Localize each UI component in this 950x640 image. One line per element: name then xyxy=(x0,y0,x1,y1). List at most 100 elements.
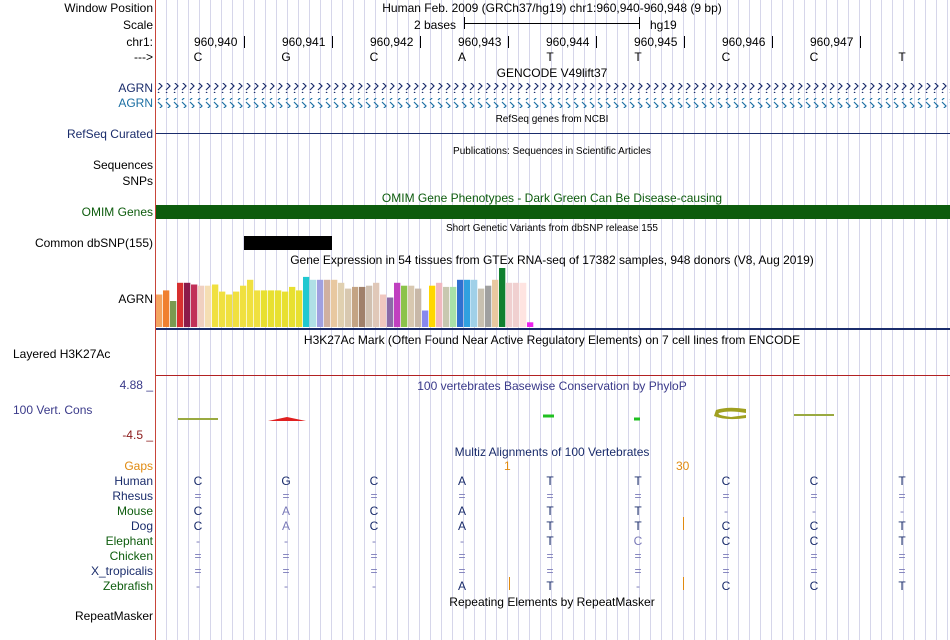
gtex-tissue-bar[interactable] xyxy=(184,282,191,328)
gtex-tissue-bar[interactable] xyxy=(261,290,268,327)
gtex-tissue-bar[interactable] xyxy=(268,290,275,327)
gtex-tissue-bar[interactable] xyxy=(506,282,513,328)
gtex-tissue-bar[interactable] xyxy=(415,288,422,327)
alignment-base: A xyxy=(457,579,466,593)
alignment-base: C xyxy=(721,534,731,548)
refseq-track-label[interactable]: RefSeq Curated xyxy=(66,127,153,141)
gtex-tissue-bar[interactable] xyxy=(492,279,499,327)
gtex-tissue-bar[interactable] xyxy=(282,291,289,327)
phylop-track-label[interactable]: 100 Vert. Cons xyxy=(13,403,93,417)
grid-line xyxy=(595,0,596,640)
gtex-tissue-bar[interactable] xyxy=(464,279,471,327)
gtex-expression-chart[interactable] xyxy=(156,268,536,328)
grid-line xyxy=(947,0,948,640)
dbsnp-variant[interactable] xyxy=(244,236,332,250)
gtex-tissue-bar[interactable] xyxy=(366,285,373,327)
h3k27ac-track-label[interactable]: Layered H3K27Ac xyxy=(13,347,111,361)
alignment-base: = xyxy=(458,564,466,578)
gtex-tissue-bar[interactable] xyxy=(485,285,492,327)
gtex-tissue-bar[interactable] xyxy=(275,290,282,327)
gtex-tissue-bar[interactable] xyxy=(240,285,247,327)
phylop-glyphs[interactable] xyxy=(156,400,950,430)
species-label-mouse: Mouse xyxy=(116,504,153,518)
alignment-base: - xyxy=(284,579,288,593)
gtex-tissue-bar[interactable] xyxy=(289,286,296,327)
species-label-rhesus: Rhesus xyxy=(112,489,153,503)
grid-line xyxy=(903,0,904,640)
scale-text: 2 bases xyxy=(414,18,457,32)
gtex-tissue-bar[interactable] xyxy=(380,294,387,328)
gtex-tissue-bar[interactable] xyxy=(520,282,527,328)
gtex-tissue-bar[interactable] xyxy=(310,279,317,327)
agrn-transcript-1[interactable] xyxy=(156,83,950,93)
gtex-tissue-bar[interactable] xyxy=(527,322,534,327)
gtex-tissue-bar[interactable] xyxy=(499,268,506,327)
ruler-label: 960,944 xyxy=(546,35,590,49)
grid-line xyxy=(650,0,651,640)
strand-label: ---> xyxy=(134,50,153,64)
gtex-tissue-bar[interactable] xyxy=(233,291,240,327)
refseq-track-title: RefSeq genes from NCBI xyxy=(495,114,609,125)
gtex-tissue-bar[interactable] xyxy=(352,286,359,327)
gtex-tissue-bar[interactable] xyxy=(429,285,436,327)
gtex-tissue-bar[interactable] xyxy=(345,288,352,327)
gtex-tissue-bar[interactable] xyxy=(331,279,338,327)
refseq-gene-line[interactable] xyxy=(156,133,950,134)
omim-gene-bar[interactable] xyxy=(156,205,950,219)
gtex-tissue-bar[interactable] xyxy=(205,285,212,327)
gtex-tissue-bar[interactable] xyxy=(471,279,478,327)
agrn-track-label-1[interactable]: AGRN xyxy=(118,81,153,95)
gtex-tissue-bar[interactable] xyxy=(303,276,310,327)
gtex-tissue-bar[interactable] xyxy=(170,301,177,327)
zebrafish-gap-marker-1 xyxy=(509,577,510,590)
gtex-tissue-bar[interactable] xyxy=(317,279,324,327)
gtex-tissue-bar[interactable] xyxy=(387,297,394,328)
gap-count-1: 1 xyxy=(504,459,511,473)
repeatmasker-track-label[interactable]: RepeatMasker xyxy=(74,609,153,623)
grid-line xyxy=(529,0,530,640)
gtex-tissue-bar[interactable] xyxy=(359,286,366,327)
agrn-transcript-2[interactable] xyxy=(156,98,950,108)
gtex-tissue-bar[interactable] xyxy=(219,291,226,327)
omim-track-label[interactable]: OMIM Genes xyxy=(81,205,153,219)
gtex-tissue-bar[interactable] xyxy=(408,285,415,327)
repeatmasker-track-title: Repeating Elements by RepeatMasker xyxy=(449,595,655,609)
gtex-tissue-bar[interactable] xyxy=(422,310,429,328)
gtex-tissue-bar[interactable] xyxy=(324,279,331,327)
gtex-tissue-bar[interactable] xyxy=(401,285,408,327)
gtex-tissue-bar[interactable] xyxy=(450,286,457,327)
gtex-tissue-bar[interactable] xyxy=(198,285,205,327)
gtex-tissue-bar[interactable] xyxy=(191,284,198,328)
gtex-tissue-bar[interactable] xyxy=(436,282,443,328)
alignment-base: = xyxy=(722,564,730,578)
gtex-track-label[interactable]: AGRN xyxy=(118,292,153,306)
gtex-tissue-bar[interactable] xyxy=(338,282,345,328)
gencode-transcripts[interactable] xyxy=(156,81,950,111)
gtex-tissue-bar[interactable] xyxy=(443,286,450,327)
gtex-tissue-bar[interactable] xyxy=(478,288,485,327)
grid-line xyxy=(606,0,607,640)
gtex-tissue-bar[interactable] xyxy=(226,294,233,328)
gtex-tissue-bar[interactable] xyxy=(163,290,170,327)
gtex-tissue-bar[interactable] xyxy=(177,282,184,328)
gtex-tissue-bar[interactable] xyxy=(296,290,303,327)
gtex-tissue-bar[interactable] xyxy=(394,282,401,328)
agrn-track-label-2[interactable]: AGRN xyxy=(118,96,153,110)
scale-label: Scale xyxy=(122,18,153,32)
alignment-base: C xyxy=(369,519,379,533)
gtex-tissue-bar[interactable] xyxy=(212,284,219,328)
sequences-track-label[interactable]: Sequences xyxy=(92,158,153,172)
gtex-tissue-bar[interactable] xyxy=(457,279,464,327)
dbsnp-track-label[interactable]: Common dbSNP(155) xyxy=(34,236,153,250)
gtex-tissue-bar[interactable] xyxy=(513,282,520,328)
gtex-tissue-bar[interactable] xyxy=(373,282,380,328)
ruler-label: 960,943 xyxy=(458,35,502,49)
gtex-tissue-bar[interactable] xyxy=(156,294,163,328)
sequence-base: C xyxy=(809,50,819,64)
ruler-tick xyxy=(508,36,509,48)
gtex-tissue-bar[interactable] xyxy=(247,279,254,327)
snps-track-label[interactable]: SNPs xyxy=(122,174,153,188)
alignment-base: = xyxy=(810,489,818,503)
scale-bar xyxy=(464,23,640,24)
gtex-tissue-bar[interactable] xyxy=(254,290,261,327)
